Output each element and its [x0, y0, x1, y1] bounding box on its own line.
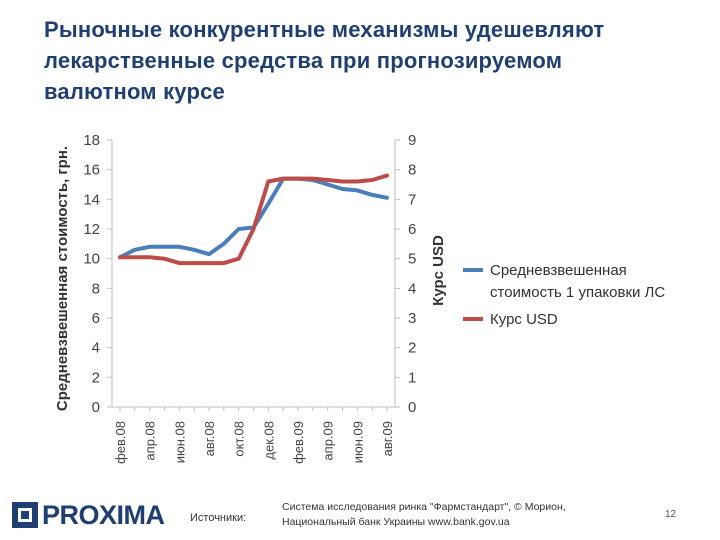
- y-tick-label-left: 18: [83, 132, 100, 149]
- x-tick-label: апр.08: [143, 421, 158, 461]
- x-tick-label: окт.08: [232, 421, 247, 457]
- y-tick-label-left: 2: [92, 369, 100, 386]
- y-tick-label-right: 8: [408, 162, 416, 179]
- proxima-logo: PROXIMA: [12, 500, 165, 530]
- title-line-3: валютном курсе: [44, 79, 225, 104]
- x-tick-label: июн.08: [172, 421, 187, 463]
- logo-text: PROXIMA: [42, 500, 165, 530]
- logo-mark-icon: [12, 502, 38, 528]
- source-label: Источники:: [190, 512, 247, 524]
- x-tick-label: авг.08: [202, 421, 217, 456]
- source-line-1: Система исследования ринка "Фармстандарт…: [282, 501, 566, 513]
- y-tick-label-left: 14: [83, 191, 100, 208]
- y-tick-label-left: 16: [83, 162, 100, 179]
- x-tick-label: фев.09: [291, 421, 306, 464]
- source-text: Система исследования ринка "Фармстандарт…: [282, 500, 592, 530]
- page-number: 12: [665, 509, 677, 520]
- y-tick-label-right: 6: [408, 221, 416, 238]
- y-tick-label-left: 8: [92, 280, 100, 297]
- y-axis-right-title: Курс USD: [430, 235, 447, 306]
- legend-label-2: Курс USD: [490, 311, 558, 328]
- y-tick-label-left: 6: [92, 310, 100, 327]
- x-tick-label: фев.08: [113, 421, 128, 464]
- x-tick-label: авг.09: [380, 421, 395, 456]
- x-tick-label: дек.08: [261, 421, 276, 460]
- legend-label-1-line-2: стоимость 1 упаковки ЛС: [490, 284, 665, 301]
- y-tick-label-right: 0: [408, 399, 416, 416]
- series-line-1: [118, 176, 389, 260]
- y-tick-label-left: 10: [83, 251, 100, 268]
- y-tick-label-right: 3: [408, 310, 416, 327]
- y-tick-label-left: 0: [92, 399, 100, 416]
- y-tick-label-right: 1: [408, 369, 416, 386]
- source-line-2: Национальный банк Украины www.bank.gov.u…: [282, 516, 510, 528]
- y-tick-label-right: 4: [408, 280, 416, 297]
- x-tick-label: апр.09: [321, 421, 336, 461]
- y-tick-label-right: 5: [408, 251, 416, 268]
- y-tick-label-right: 7: [408, 191, 416, 208]
- y-tick-label-left: 12: [83, 221, 100, 238]
- series-line-2: [118, 173, 389, 266]
- y-tick-label-right: 9: [408, 132, 416, 149]
- title-line-2: лекарственные средства при прогнозируемо…: [44, 48, 563, 73]
- y-axis-left-title: Средневзвешенная стоимость, грн.: [54, 146, 71, 411]
- legend-label-1-line-1: Средневзвешенная: [490, 262, 627, 279]
- title-line-1: Рыночные конкурентные механизмы удешевля…: [44, 17, 605, 42]
- y-tick-label-left: 4: [92, 340, 100, 357]
- y-tick-label-right: 2: [408, 340, 416, 357]
- x-tick-label: июн.09: [350, 421, 365, 463]
- slide-title: Рыночные конкурентные механизмы удешевля…: [44, 14, 694, 107]
